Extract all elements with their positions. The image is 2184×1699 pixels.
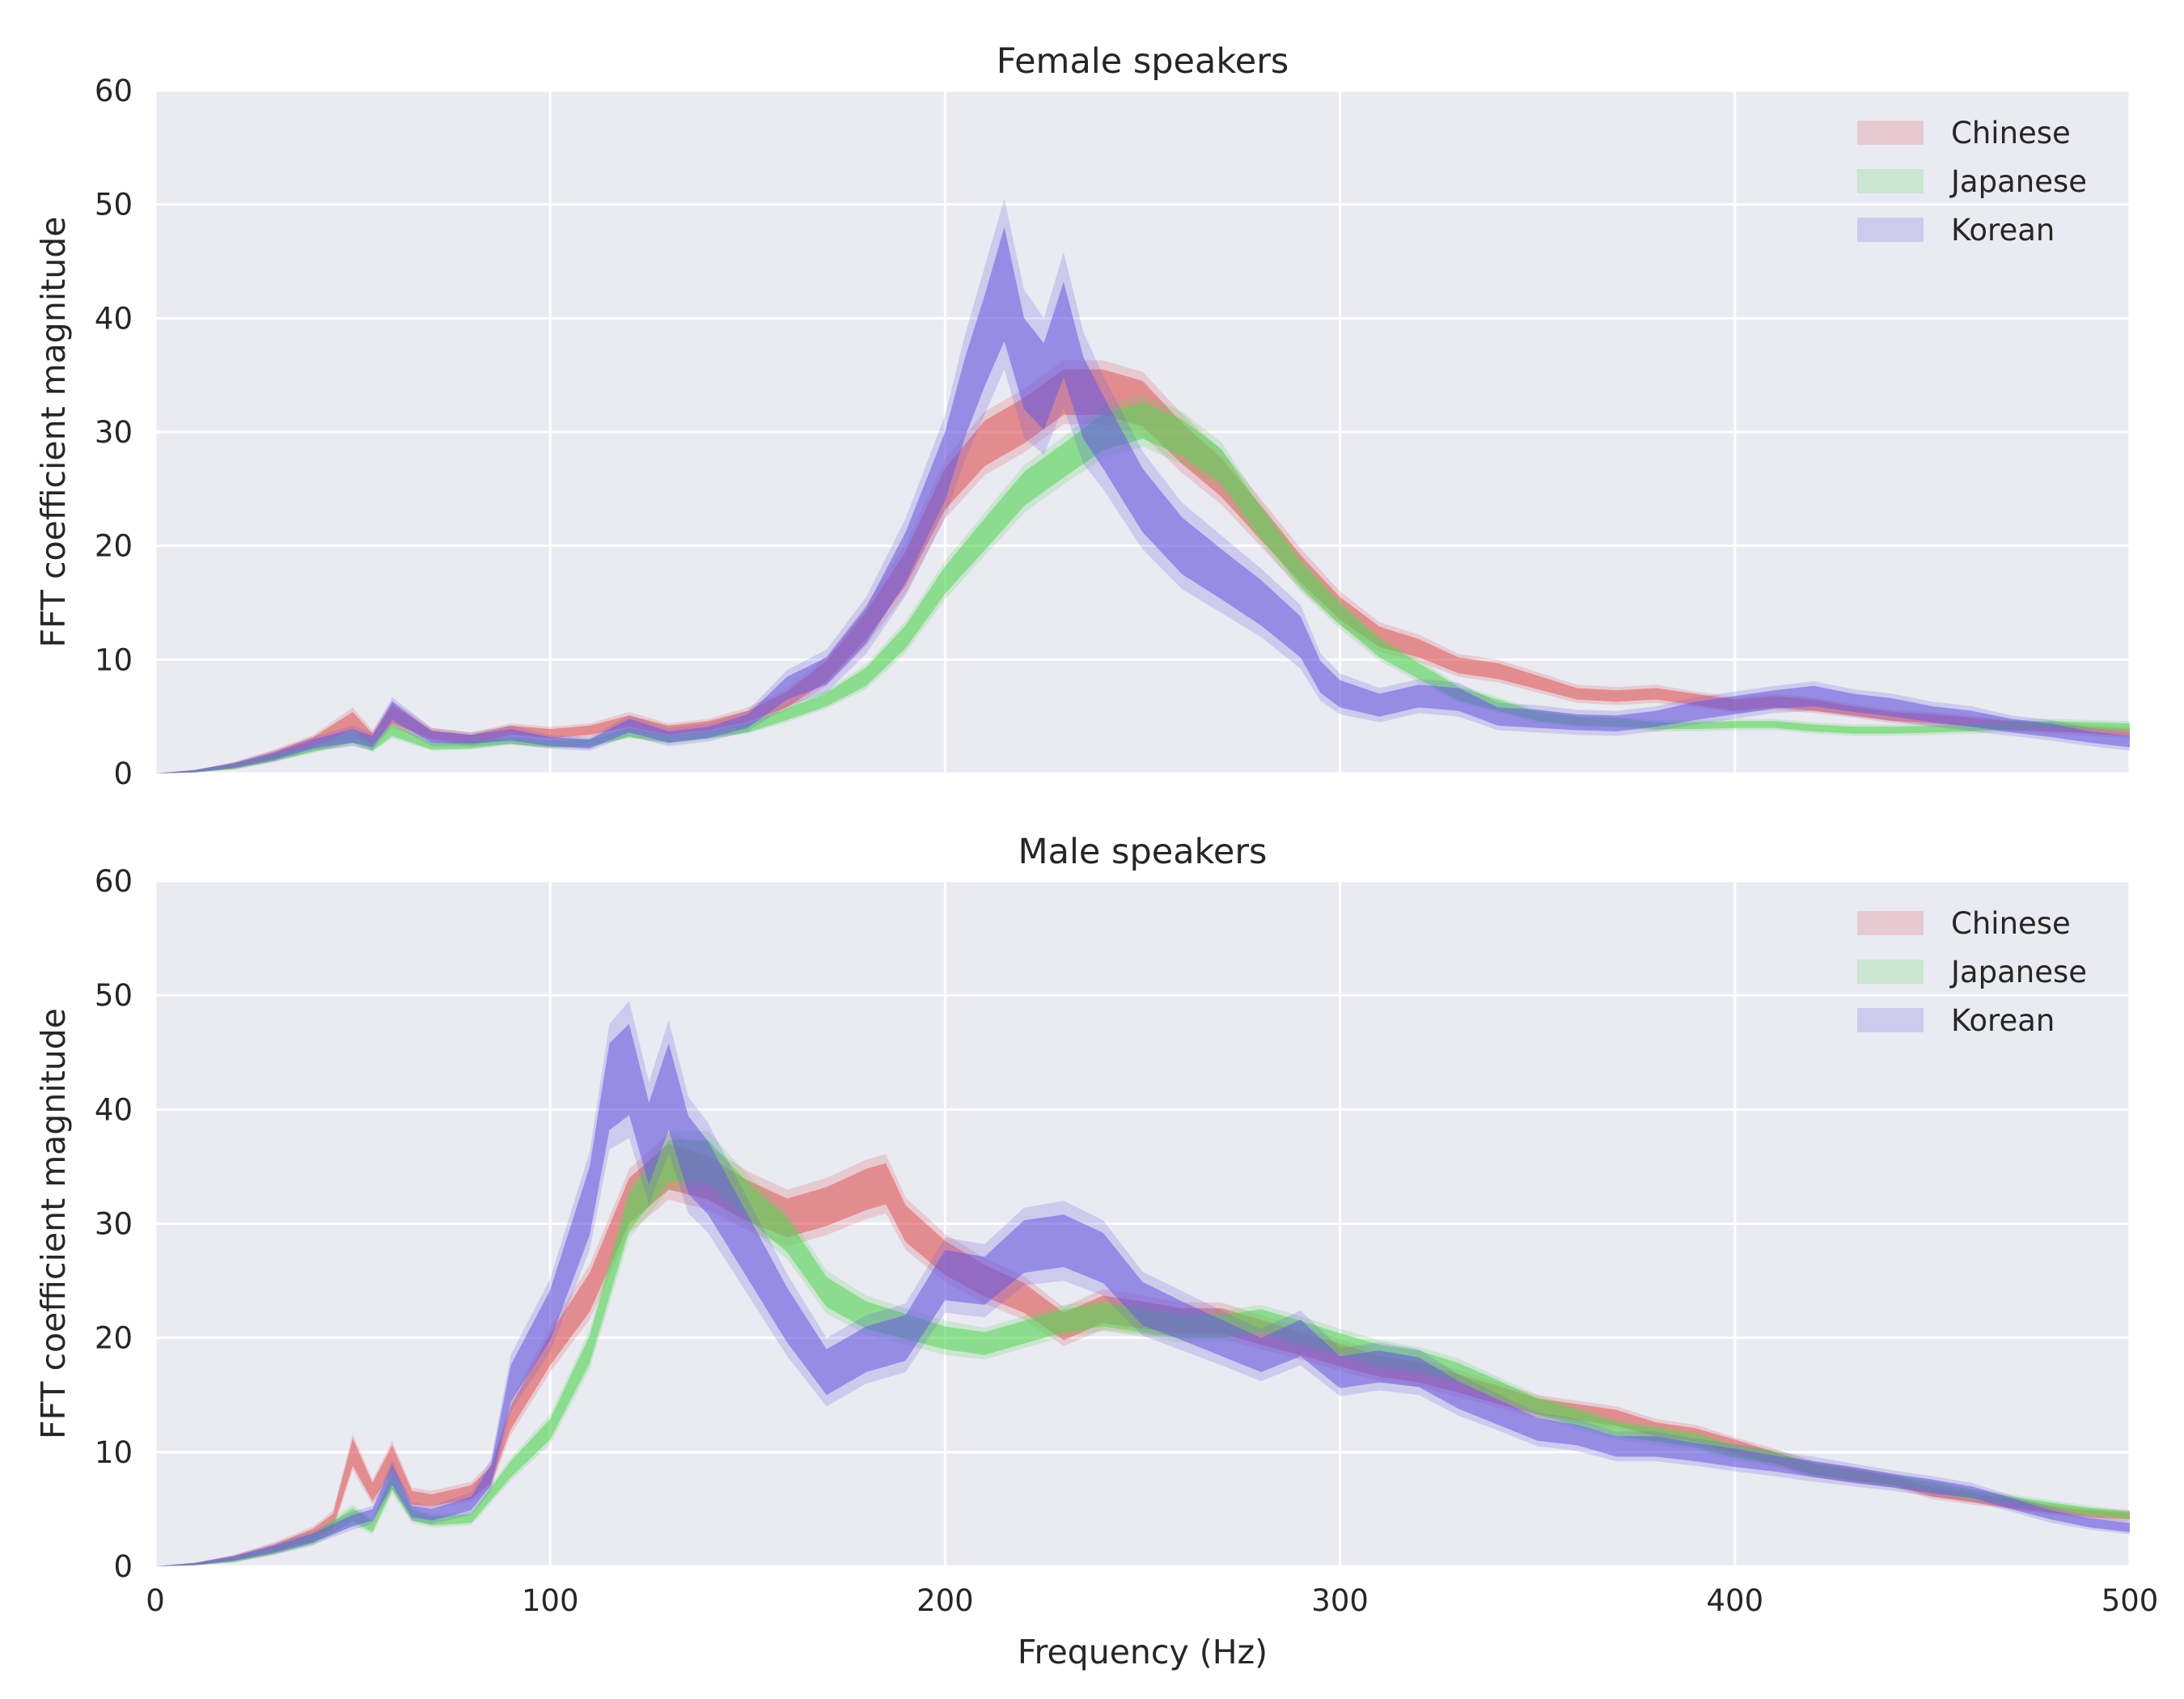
y-tick-label: 20 [95, 1321, 133, 1356]
x-tick-label: 0 [146, 1583, 165, 1618]
y-tick-label: 0 [113, 1549, 133, 1584]
x-tick-label: 200 [916, 1583, 974, 1618]
x-tick-label: 400 [1706, 1583, 1763, 1618]
chart-panel-1: 0 10 20 30 40 50 60 0 100 200 300 400 500 Male speake… [34, 832, 2158, 1671]
band-inner-chinese [155, 1143, 2130, 1566]
legend-label-korean: Korean [1951, 213, 2055, 248]
legend-label-chinese: Chinese [1951, 116, 2071, 150]
legend-swatch-korean [1857, 218, 1924, 242]
x-axis-label: Frequency (Hz) [1018, 1633, 1268, 1671]
y-tick-label: 0 [113, 756, 133, 791]
y-tick-label: 40 [95, 1092, 133, 1127]
y-tick-label: 10 [95, 1435, 133, 1470]
y-tick-label: 30 [95, 415, 133, 450]
legend-swatch-chinese [1857, 911, 1924, 935]
y-axis-label: FFT coefficient magnitude [34, 1008, 73, 1439]
legend-label-japanese: Japanese [1949, 955, 2087, 989]
y-tick-label: 30 [95, 1207, 133, 1242]
y-tick-label: 50 [95, 978, 133, 1013]
x-tick-label: 500 [2101, 1583, 2159, 1618]
legend-label-japanese: Japanese [1949, 164, 2087, 199]
series-korean [155, 198, 2130, 774]
y-tick-label: 60 [95, 74, 133, 108]
series-korean [155, 1001, 2130, 1566]
x-tick-label: 100 [522, 1583, 579, 1618]
chart-title: Male speakers [1018, 832, 1268, 872]
legend-swatch-japanese [1857, 169, 1924, 193]
legend-swatch-japanese [1857, 960, 1924, 984]
y-tick-label: 60 [95, 864, 133, 899]
y-tick-label: 10 [95, 642, 133, 677]
chart-title: Female speakers [997, 41, 1289, 82]
legend: Chinese Japanese Korean [1857, 116, 2087, 248]
band-inner-korean [155, 227, 2130, 773]
legend: Chinese Japanese Korean [1857, 906, 2087, 1038]
panels: 0 10 20 30 40 50 60 Female speakers FFT coeffici… [34, 41, 2158, 1671]
y-tick-label: 50 [95, 188, 133, 222]
legend-swatch-korean [1857, 1008, 1924, 1032]
legend-swatch-chinese [1857, 121, 1924, 145]
x-tick-label: 300 [1311, 1583, 1369, 1618]
band-inner-korean [155, 1023, 2130, 1566]
y-tick-label: 40 [95, 301, 133, 336]
y-axis-label: FFT coefficient magnitude [34, 216, 73, 647]
legend-label-chinese: Chinese [1951, 906, 2071, 941]
y-tick-label: 20 [95, 529, 133, 564]
series-chinese [155, 1133, 2130, 1566]
chart-panel-0: 0 10 20 30 40 50 60 Female speakers FFT coeffici… [34, 41, 2131, 791]
legend-label-korean: Korean [1951, 1003, 2055, 1038]
